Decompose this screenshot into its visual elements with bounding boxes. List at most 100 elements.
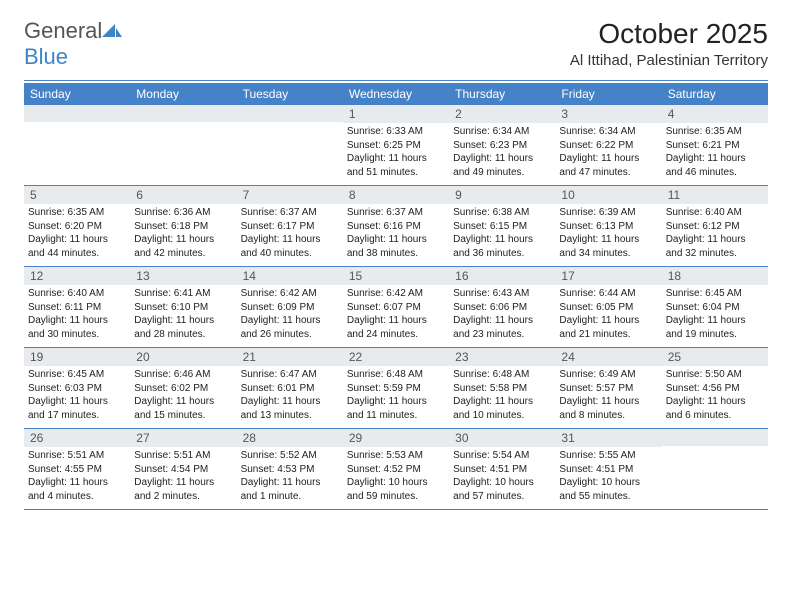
sunset-text: Sunset: 6:11 PM	[28, 301, 126, 315]
weekday-sat: Saturday	[662, 83, 768, 105]
daylight-text: Daylight: 11 hours and 6 minutes.	[666, 395, 764, 422]
week-row: 19Sunrise: 6:45 AMSunset: 6:03 PMDayligh…	[24, 348, 768, 429]
day-number: 5	[24, 186, 130, 204]
logo-sail-icon	[102, 24, 122, 38]
sunset-text: Sunset: 4:51 PM	[453, 463, 551, 477]
sunrise-text: Sunrise: 6:34 AM	[453, 125, 551, 139]
weekday-tue: Tuesday	[237, 83, 343, 105]
day-detail: Sunrise: 6:34 AMSunset: 6:22 PMDaylight:…	[555, 125, 661, 179]
day-detail: Sunrise: 6:46 AMSunset: 6:02 PMDaylight:…	[130, 368, 236, 422]
day-detail: Sunrise: 6:45 AMSunset: 6:03 PMDaylight:…	[24, 368, 130, 422]
title-block: October 2025 Al Ittihad, Palestinian Ter…	[570, 18, 768, 69]
daylight-text: Daylight: 11 hours and 28 minutes.	[134, 314, 232, 341]
sunrise-text: Sunrise: 6:41 AM	[134, 287, 232, 301]
sunset-text: Sunset: 5:59 PM	[347, 382, 445, 396]
day-detail: Sunrise: 6:36 AMSunset: 6:18 PMDaylight:…	[130, 206, 236, 260]
sunrise-text: Sunrise: 6:34 AM	[559, 125, 657, 139]
day-cell: 24Sunrise: 6:49 AMSunset: 5:57 PMDayligh…	[555, 348, 661, 428]
day-detail: Sunrise: 5:51 AMSunset: 4:54 PMDaylight:…	[130, 449, 236, 503]
day-cell: 23Sunrise: 6:48 AMSunset: 5:58 PMDayligh…	[449, 348, 555, 428]
daylight-text: Daylight: 11 hours and 1 minute.	[241, 476, 339, 503]
day-cell: 18Sunrise: 6:45 AMSunset: 6:04 PMDayligh…	[662, 267, 768, 347]
logo: General Blue	[24, 18, 122, 70]
day-number	[662, 429, 768, 446]
day-number: 20	[130, 348, 236, 366]
sunset-text: Sunset: 6:01 PM	[241, 382, 339, 396]
sunset-text: Sunset: 6:17 PM	[241, 220, 339, 234]
sunrise-text: Sunrise: 6:49 AM	[559, 368, 657, 382]
sunrise-text: Sunrise: 5:55 AM	[559, 449, 657, 463]
daylight-text: Daylight: 10 hours and 57 minutes.	[453, 476, 551, 503]
sunset-text: Sunset: 6:15 PM	[453, 220, 551, 234]
top-rule	[24, 80, 768, 81]
weeks-container: 1Sunrise: 6:33 AMSunset: 6:25 PMDaylight…	[24, 105, 768, 510]
sunset-text: Sunset: 6:13 PM	[559, 220, 657, 234]
sunrise-text: Sunrise: 5:51 AM	[28, 449, 126, 463]
sunset-text: Sunset: 6:05 PM	[559, 301, 657, 315]
sunset-text: Sunset: 6:02 PM	[134, 382, 232, 396]
day-detail: Sunrise: 6:37 AMSunset: 6:16 PMDaylight:…	[343, 206, 449, 260]
day-detail: Sunrise: 6:42 AMSunset: 6:07 PMDaylight:…	[343, 287, 449, 341]
sunset-text: Sunset: 4:53 PM	[241, 463, 339, 477]
day-number: 31	[555, 429, 661, 447]
sunrise-text: Sunrise: 6:42 AM	[347, 287, 445, 301]
daylight-text: Daylight: 11 hours and 49 minutes.	[453, 152, 551, 179]
day-number: 2	[449, 105, 555, 123]
sunset-text: Sunset: 6:03 PM	[28, 382, 126, 396]
weekday-sun: Sunday	[24, 83, 130, 105]
day-cell: 21Sunrise: 6:47 AMSunset: 6:01 PMDayligh…	[237, 348, 343, 428]
daylight-text: Daylight: 11 hours and 2 minutes.	[134, 476, 232, 503]
day-number: 8	[343, 186, 449, 204]
day-number: 23	[449, 348, 555, 366]
sunrise-text: Sunrise: 6:48 AM	[347, 368, 445, 382]
day-number: 9	[449, 186, 555, 204]
sunrise-text: Sunrise: 5:51 AM	[134, 449, 232, 463]
day-number	[24, 105, 130, 122]
day-cell: 19Sunrise: 6:45 AMSunset: 6:03 PMDayligh…	[24, 348, 130, 428]
day-number: 10	[555, 186, 661, 204]
day-cell: 13Sunrise: 6:41 AMSunset: 6:10 PMDayligh…	[130, 267, 236, 347]
day-cell: 4 Sunrise: 6:35 AMSunset: 6:21 PMDaylight…	[662, 105, 768, 185]
day-number: 11	[662, 186, 768, 204]
sunset-text: Sunset: 6:20 PM	[28, 220, 126, 234]
sunset-text: Sunset: 6:12 PM	[666, 220, 764, 234]
week-row: 1Sunrise: 6:33 AMSunset: 6:25 PMDaylight…	[24, 105, 768, 186]
day-detail: Sunrise: 6:48 AMSunset: 5:59 PMDaylight:…	[343, 368, 449, 422]
daylight-text: Daylight: 11 hours and 30 minutes.	[28, 314, 126, 341]
day-number: 30	[449, 429, 555, 447]
day-cell: 11 Sunrise: 6:40 AMSunset: 6:12 PMDayligh…	[662, 186, 768, 266]
sunset-text: Sunset: 4:51 PM	[559, 463, 657, 477]
day-detail: Sunrise: 6:42 AMSunset: 6:09 PMDaylight:…	[237, 287, 343, 341]
sunrise-text: Sunrise: 6:35 AM	[28, 206, 126, 220]
day-detail: Sunrise: 5:52 AMSunset: 4:53 PMDaylight:…	[237, 449, 343, 503]
day-cell: 25Sunrise: 5:50 AMSunset: 4:56 PMDayligh…	[662, 348, 768, 428]
day-cell	[130, 105, 236, 185]
day-number: 24	[555, 348, 661, 366]
daylight-text: Daylight: 11 hours and 46 minutes.	[666, 152, 764, 179]
day-number: 16	[449, 267, 555, 285]
daylight-text: Daylight: 11 hours and 21 minutes.	[559, 314, 657, 341]
day-number: 4	[662, 105, 768, 123]
daylight-text: Daylight: 11 hours and 8 minutes.	[559, 395, 657, 422]
sunrise-text: Sunrise: 6:40 AM	[666, 206, 764, 220]
day-detail: Sunrise: 6:35 AMSunset: 6:21 PMDaylight:…	[662, 125, 768, 179]
day-detail: Sunrise: 6:34 AMSunset: 6:23 PMDaylight:…	[449, 125, 555, 179]
day-detail: Sunrise: 6:40 AMSunset: 6:12 PMDaylight:…	[662, 206, 768, 260]
day-number	[130, 105, 236, 122]
sunset-text: Sunset: 6:10 PM	[134, 301, 232, 315]
day-cell	[24, 105, 130, 185]
sunrise-text: Sunrise: 6:48 AM	[453, 368, 551, 382]
sunset-text: Sunset: 6:22 PM	[559, 139, 657, 153]
day-cell: 26Sunrise: 5:51 AMSunset: 4:55 PMDayligh…	[24, 429, 130, 509]
sunrise-text: Sunrise: 6:36 AM	[134, 206, 232, 220]
sunrise-text: Sunrise: 6:43 AM	[453, 287, 551, 301]
day-number: 3	[555, 105, 661, 123]
week-row: 12Sunrise: 6:40 AMSunset: 6:11 PMDayligh…	[24, 267, 768, 348]
day-cell: 7Sunrise: 6:37 AMSunset: 6:17 PMDaylight…	[237, 186, 343, 266]
calendar: Sunday Monday Tuesday Wednesday Thursday…	[24, 80, 768, 510]
daylight-text: Daylight: 11 hours and 38 minutes.	[347, 233, 445, 260]
daylight-text: Daylight: 11 hours and 10 minutes.	[453, 395, 551, 422]
day-cell: 3 Sunrise: 6:34 AMSunset: 6:22 PMDaylight…	[555, 105, 661, 185]
daylight-text: Daylight: 11 hours and 24 minutes.	[347, 314, 445, 341]
day-cell: 22Sunrise: 6:48 AMSunset: 5:59 PMDayligh…	[343, 348, 449, 428]
